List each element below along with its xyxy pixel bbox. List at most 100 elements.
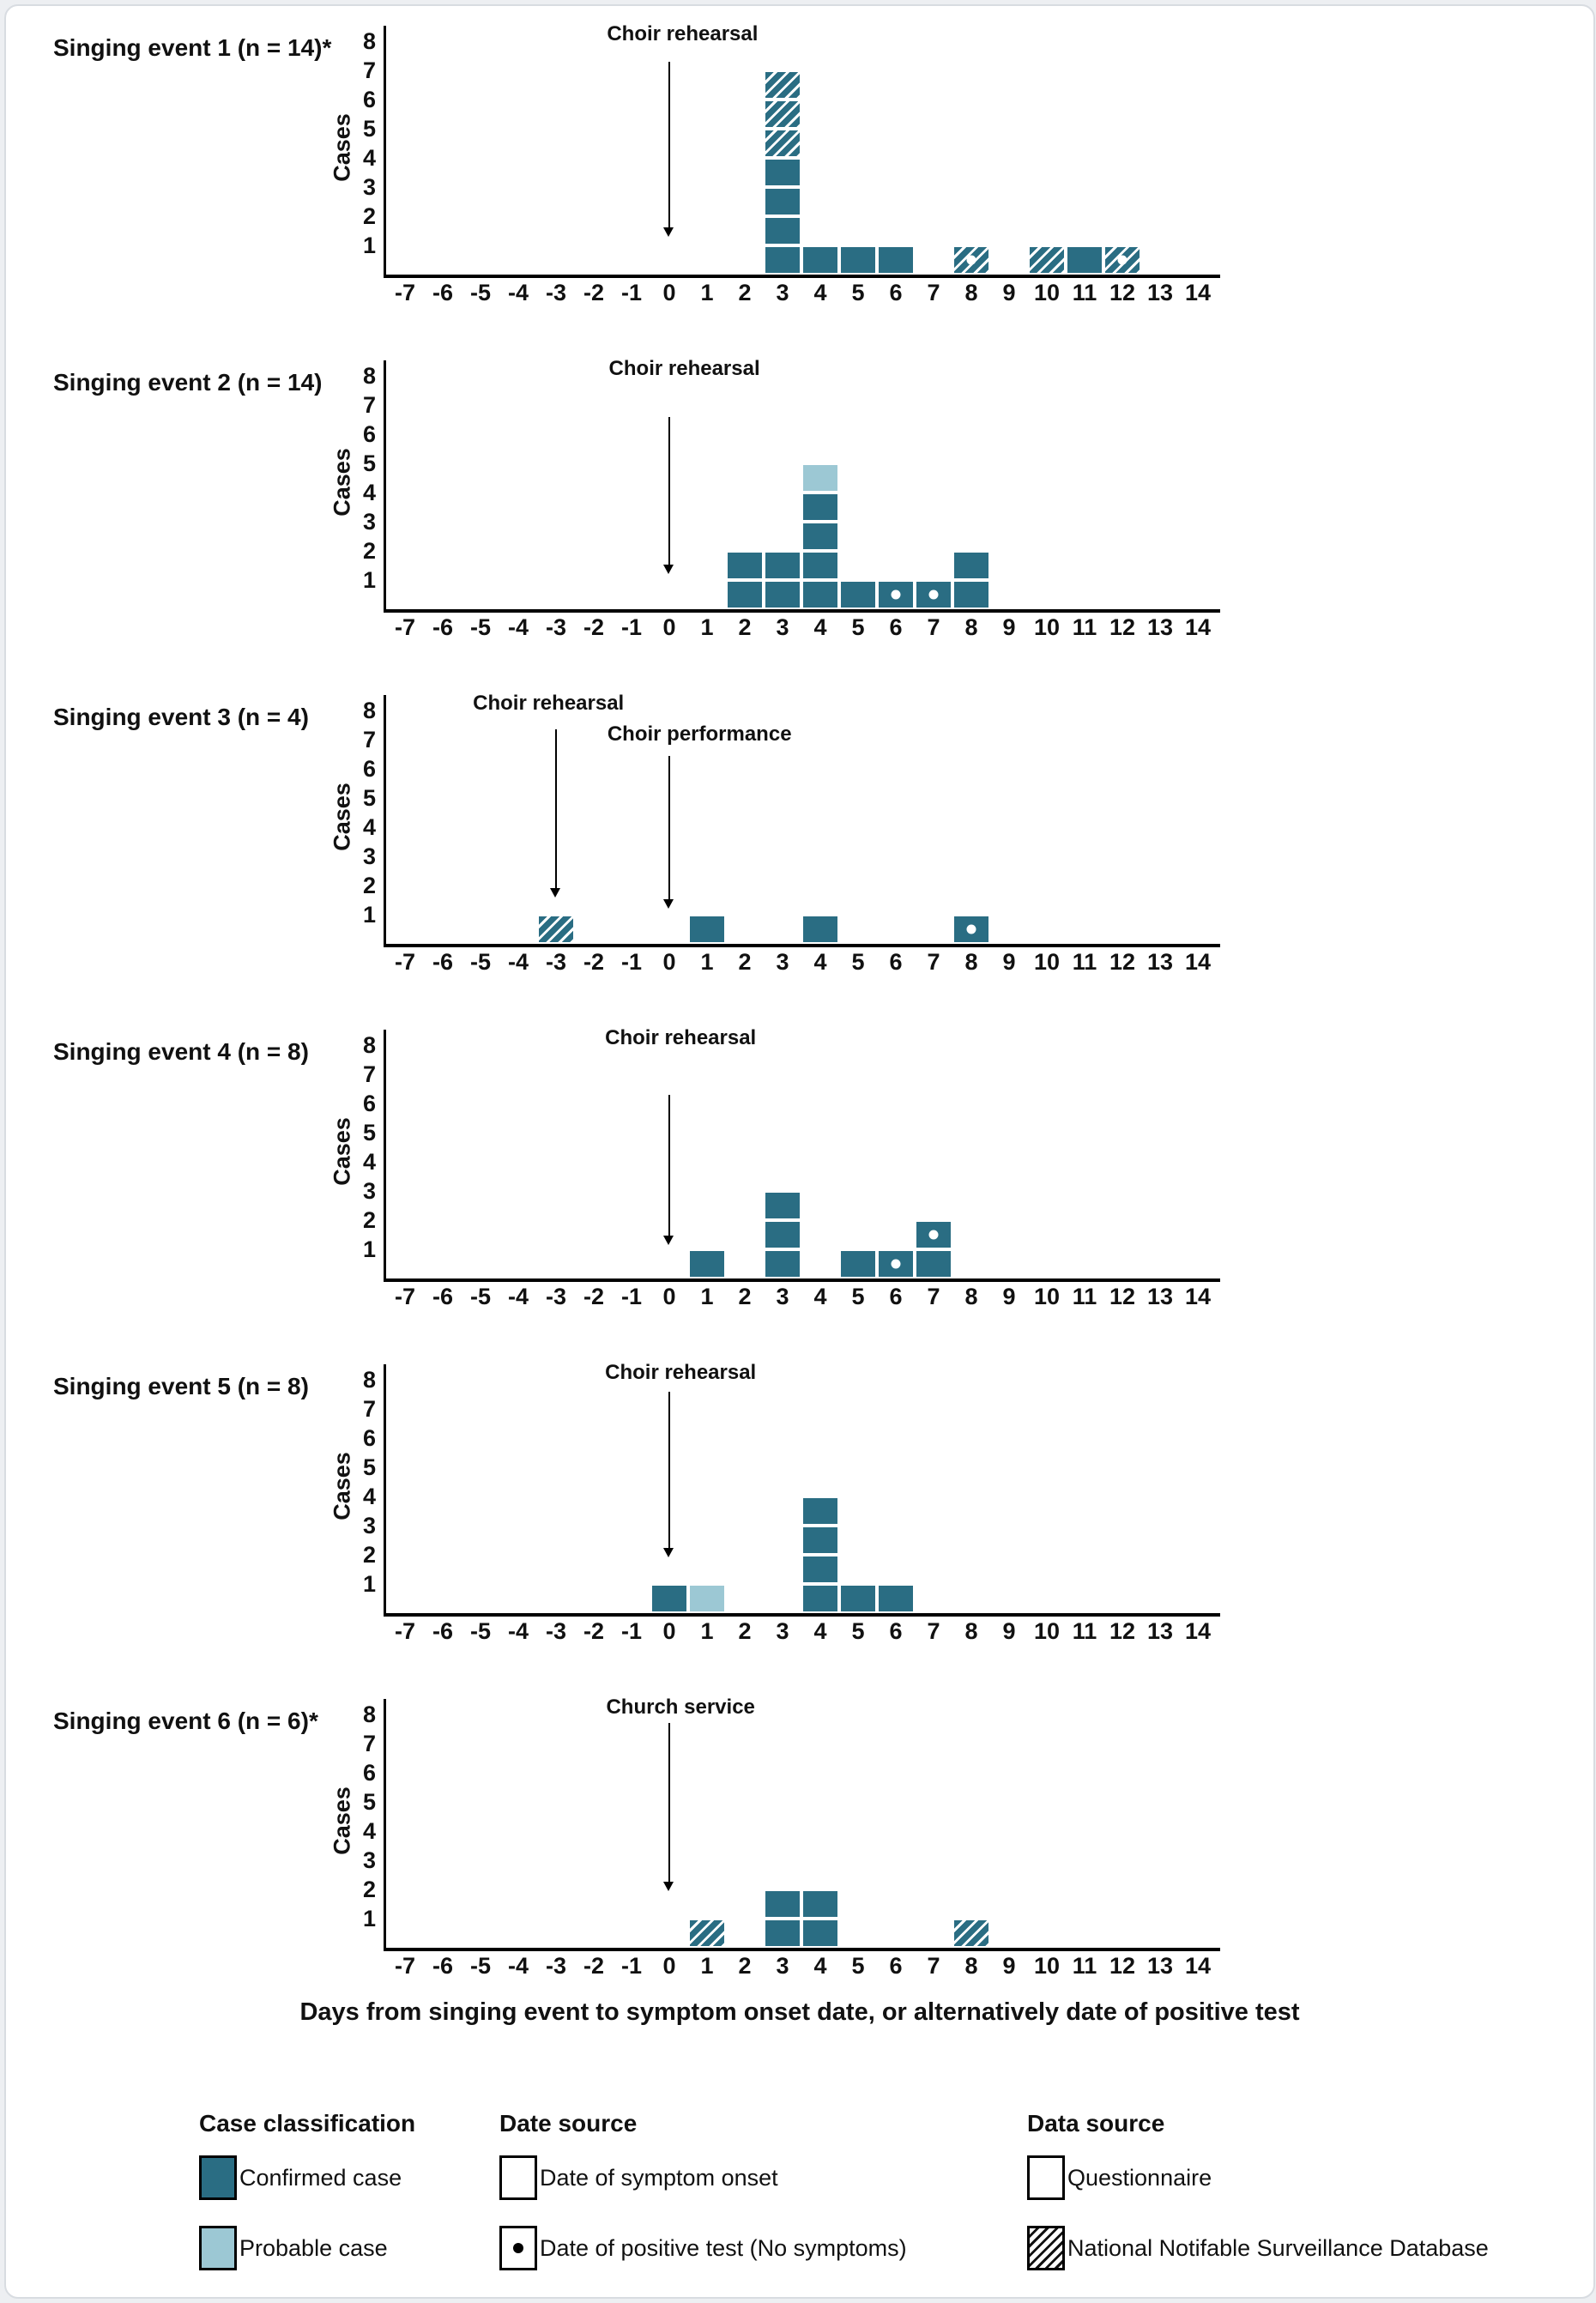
x-tick-label: 1	[700, 1284, 714, 1309]
x-tick-label: -2	[583, 614, 604, 640]
case-block-confirmed	[803, 523, 837, 549]
y-tick-label: 6	[362, 756, 376, 782]
x-tick-label: 4	[813, 1953, 827, 1979]
x-tick-label: 0	[662, 1284, 676, 1309]
y-tick-label: 3	[362, 1513, 376, 1538]
x-tick-label: 12	[1109, 614, 1136, 640]
y-tick-label: 7	[362, 1731, 376, 1756]
y-tick-label: 3	[362, 1847, 376, 1873]
x-tick-label: 14	[1184, 1953, 1212, 1979]
y-tick-label: 2	[362, 538, 376, 564]
legend-item: Confirmed case	[199, 2155, 402, 2200]
x-tick-label: 0	[662, 614, 676, 640]
case-block-confirmed-nndb	[539, 916, 573, 942]
legend-item: Date of positive test (No symptoms)	[499, 2226, 907, 2270]
plot-area: 1 2 3 4 5 6 7 8 -7 -6 -5 -4 -3 -2 -1 0 1 2 3 4 5 6 7 8 9 10 11 12 13…	[363, 692, 1220, 975]
case-block-confirmed	[765, 1920, 800, 1946]
x-tick-label: -6	[432, 1953, 453, 1979]
case-block-confirmed	[690, 1251, 724, 1277]
x-tick-label: 13	[1146, 1284, 1174, 1309]
panel-title: Singing event 3 (n = 4)	[53, 704, 309, 730]
x-tick-label: 13	[1146, 614, 1174, 640]
case-block-confirmed-nndb-dot	[1105, 247, 1140, 273]
y-tick-label: 6	[362, 1760, 376, 1786]
case-block-confirmed	[841, 582, 875, 607]
confirmed-case-swatch	[199, 2155, 237, 2200]
x-tick-label: 9	[1002, 614, 1016, 640]
case-block-confirmed	[690, 916, 724, 942]
positive-test-dot	[928, 1230, 939, 1240]
event-arrow-head	[663, 1548, 674, 1558]
x-tick-label: -6	[432, 280, 453, 305]
case-block-confirmed	[841, 1251, 875, 1277]
x-tick-label: 4	[813, 1284, 827, 1309]
x-tick-label: -7	[394, 1953, 415, 1979]
case-block-confirmed	[803, 1586, 837, 1611]
x-tick-label: 10	[1033, 1618, 1061, 1644]
x-tick-label: -4	[507, 1284, 529, 1309]
x-tick-label: 7	[927, 614, 940, 640]
x-tick-label: 2	[738, 614, 752, 640]
x-tick-label: 8	[964, 280, 978, 305]
x-tick-label: 0	[662, 949, 676, 975]
case-block-confirmed	[879, 1586, 913, 1611]
x-tick-label: -2	[583, 949, 604, 975]
event-arrow-line	[668, 1094, 670, 1236]
x-tick-label: 13	[1146, 1953, 1174, 1979]
event-arrow-line	[668, 61, 670, 228]
x-tick-label: 3	[776, 1953, 789, 1979]
case-block-confirmed-nndb-dot	[954, 247, 988, 273]
y-tick-label: 5	[362, 116, 376, 142]
x-tick-label: -7	[394, 949, 415, 975]
case-block-confirmed	[803, 247, 837, 273]
y-tick-label: 5	[362, 450, 376, 476]
case-block-confirmed	[803, 582, 837, 607]
case-block-confirmed	[728, 553, 762, 578]
legend-item-label: Confirmed case	[239, 2164, 402, 2191]
y-tick-label: 6	[362, 421, 376, 447]
event-arrow-head	[550, 887, 560, 898]
x-tick-label: 14	[1184, 280, 1212, 305]
x-tick-label: -5	[469, 949, 491, 975]
case-block-confirmed	[916, 1251, 951, 1277]
x-tick-label: 6	[889, 280, 903, 305]
x-tick-label: 6	[889, 614, 903, 640]
event-annotation: Choir rehearsal	[473, 692, 625, 715]
x-tick-label: 9	[1002, 280, 1016, 305]
x-tick-label: -4	[507, 949, 529, 975]
case-block-confirmed	[803, 1527, 837, 1553]
plot-area: 1 2 3 4 5 6 7 8 -7 -6 -5 -4 -3 -2 -1 0 1 2 3 4 5 6 7 8 9 10 11 12 13…	[363, 22, 1220, 305]
x-tick-label: 10	[1033, 1284, 1061, 1309]
case-block-confirmed	[765, 218, 800, 244]
y-tick-label: 1	[362, 902, 376, 928]
y-tick-label: 4	[362, 1484, 376, 1509]
x-tick-label: -3	[545, 949, 566, 975]
y-tick-label: 8	[362, 698, 376, 723]
x-tick-label: -7	[394, 1618, 415, 1644]
figure-card: Singing event 1 (n = 14)* Cases 1 2 3 4 5 6 7 8 -7…	[4, 4, 1595, 2299]
positive-test-dot	[891, 589, 901, 600]
x-tick-label: 5	[851, 280, 865, 305]
case-block-confirmed	[765, 553, 800, 578]
event-arrow-line	[668, 755, 670, 901]
chart-panel: Singing event 6 (n = 6)* Cases 1 2 3 4 5 6 7 8 -7-…	[6, 1692, 1593, 2027]
positive-test-dot	[928, 589, 939, 600]
case-block-confirmed	[803, 494, 837, 520]
y-tick-label: 4	[362, 814, 376, 840]
positive-test-dot	[1117, 255, 1127, 265]
legend-item-label: National Notifable Surveillance Database	[1067, 2234, 1489, 2261]
x-tick-label: 4	[813, 614, 827, 640]
case-block-confirmed	[803, 1920, 837, 1946]
x-tick-label: 5	[851, 1284, 865, 1309]
case-block-confirmed-nndb	[954, 1920, 988, 1946]
y-tick-label: 8	[362, 28, 376, 54]
chart-panel: Singing event 3 (n = 4) Cases 1 2 3 4 5 6 7 8 -7 -6…	[6, 688, 1593, 1023]
x-tick-label: 8	[964, 949, 978, 975]
legend-item-label: Date of symptom onset	[540, 2164, 778, 2191]
event-arrow-head	[663, 1235, 674, 1245]
y-tick-label: 3	[362, 509, 376, 535]
y-tick-label: 5	[362, 1789, 376, 1815]
case-block-confirmed	[765, 1891, 800, 1917]
plot-area: 1 2 3 4 5 6 7 8 -7 -6 -5 -4 -3 -2 -1 0 1 2 3 4 5 6 7 8 9 10 11 12 13…	[363, 1026, 1220, 1309]
event-arrow-head	[663, 227, 674, 237]
